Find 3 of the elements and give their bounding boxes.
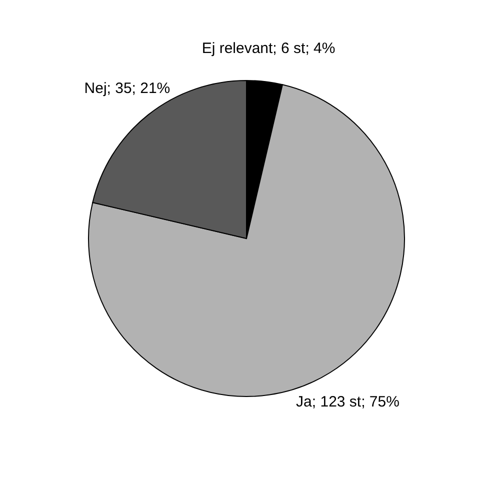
slice-label: Ja; 123 st; 75% bbox=[296, 394, 400, 411]
slice-label: Nej; 35; 21% bbox=[84, 80, 170, 98]
slice-label: Ej relevant; 6 st; 4% bbox=[202, 40, 336, 57]
